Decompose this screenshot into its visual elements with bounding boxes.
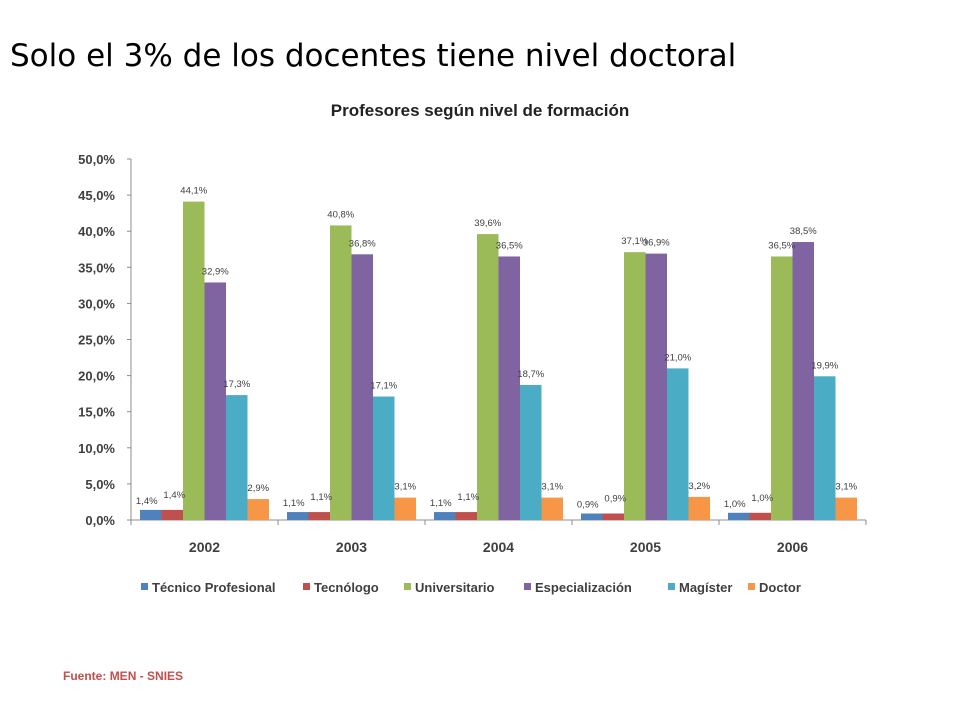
legend-swatch xyxy=(668,583,675,590)
data-label: 36,9% xyxy=(643,238,670,249)
x-tick-label: 2002 xyxy=(189,539,220,555)
bar xyxy=(814,376,836,520)
data-label: 1,4% xyxy=(163,490,185,501)
bar xyxy=(351,254,373,520)
x-tick-label: 2004 xyxy=(483,539,514,555)
data-label: 40,8% xyxy=(327,209,354,220)
legend-swatch xyxy=(524,583,531,590)
bar xyxy=(728,512,750,520)
chart-bars xyxy=(140,201,857,520)
data-label: 3,2% xyxy=(688,481,710,492)
legend-swatch xyxy=(141,583,148,590)
bar xyxy=(161,509,183,520)
data-label: 36,5% xyxy=(496,240,523,251)
data-label: 18,7% xyxy=(517,369,544,380)
data-label: 0,9% xyxy=(577,500,599,511)
data-label: 32,9% xyxy=(202,266,229,277)
data-label: 1,1% xyxy=(430,498,452,509)
data-label: 17,3% xyxy=(223,379,250,390)
bar xyxy=(434,512,456,520)
x-tick-label: 2005 xyxy=(630,539,661,555)
bar xyxy=(308,512,330,520)
bar xyxy=(140,509,162,520)
data-label: 19,9% xyxy=(811,360,838,371)
bar xyxy=(771,256,793,520)
data-label: 3,1% xyxy=(394,482,416,493)
bar xyxy=(520,384,542,520)
legend-label: Técnico Profesional xyxy=(152,580,276,595)
data-label: 44,1% xyxy=(180,186,207,197)
bar xyxy=(394,497,416,520)
legend-label: Tecnólogo xyxy=(314,580,379,595)
source-value: MEN - SNIES xyxy=(109,669,184,683)
data-label: 36,8% xyxy=(349,238,376,249)
legend-swatch xyxy=(748,583,755,590)
chart-axes: 0,0% 5,0% 10,0% 15,0% 20,0% 25,0% 30,0% 35,0% 40… xyxy=(78,152,867,555)
bar xyxy=(667,368,689,520)
legend-swatch xyxy=(303,583,310,590)
y-tick-label: 30,0% xyxy=(78,296,115,311)
y-tick-label: 45,0% xyxy=(78,188,115,203)
legend-swatch xyxy=(404,583,411,590)
bar xyxy=(688,496,710,520)
legend-label: Magíster xyxy=(679,580,732,595)
legend-label: Universitario xyxy=(415,580,495,595)
data-label: 1,4% xyxy=(136,496,158,507)
bar xyxy=(330,225,352,520)
source-note: Fuente: MEN - SNIES xyxy=(63,669,183,683)
data-label: 36,5% xyxy=(768,240,795,251)
data-label: 21,0% xyxy=(664,352,691,363)
bar xyxy=(581,513,603,520)
data-label: 39,6% xyxy=(474,218,501,229)
legend-label: Especialización xyxy=(535,580,632,595)
source-prefix: Fuente: xyxy=(63,669,107,683)
data-label: 17,1% xyxy=(370,381,397,392)
legend-label: Doctor xyxy=(759,580,801,595)
data-label: 1,1% xyxy=(310,492,332,503)
bar xyxy=(835,497,857,520)
data-label: 2,9% xyxy=(247,483,269,494)
x-tick-label: 2006 xyxy=(777,539,808,555)
data-label: 37,1% xyxy=(621,236,648,247)
data-label: 1,0% xyxy=(751,493,773,504)
chart-legend: Técnico Profesional Tecnólogo Universitari… xyxy=(141,580,801,595)
data-label: 1,1% xyxy=(457,492,479,503)
bar xyxy=(645,253,667,520)
bar xyxy=(226,395,248,520)
y-tick-label: 40,0% xyxy=(78,224,115,239)
bar xyxy=(602,513,624,520)
y-tick-label: 5,0% xyxy=(85,477,115,492)
y-tick-label: 25,0% xyxy=(78,333,115,348)
y-tick-label: 20,0% xyxy=(78,369,115,384)
data-label: 3,1% xyxy=(541,482,563,493)
bar xyxy=(541,497,563,520)
bar xyxy=(373,396,395,520)
data-label: 0,9% xyxy=(604,494,626,505)
slide-title: Solo el 3% de los docentes tiene nivel d… xyxy=(10,38,737,74)
bar xyxy=(749,512,771,520)
y-tick-label: 10,0% xyxy=(78,441,115,456)
bar xyxy=(792,242,814,520)
chart-title: Profesores según nivel de formación xyxy=(330,101,630,120)
data-label: 1,0% xyxy=(724,499,746,510)
bar xyxy=(498,256,520,520)
bar xyxy=(455,512,477,520)
bar xyxy=(183,201,205,520)
bar xyxy=(477,234,499,520)
chart-data-labels: 1,4% 1,1% 1,1% 0,9% 1,0% 1,4% 1,1% 1,1% 0,9% 1,0%… xyxy=(136,186,858,511)
y-tick-label: 0,0% xyxy=(85,513,115,528)
y-tick-label: 35,0% xyxy=(78,260,115,275)
bar xyxy=(624,252,646,520)
data-label: 38,5% xyxy=(790,226,817,237)
data-label: 3,1% xyxy=(835,482,857,493)
data-label: 1,1% xyxy=(283,498,305,509)
bar xyxy=(204,282,226,520)
y-tick-label: 15,0% xyxy=(78,405,115,420)
x-tick-label: 2003 xyxy=(336,539,367,555)
bar xyxy=(247,499,269,520)
bar xyxy=(287,512,309,520)
y-tick-label: 50,0% xyxy=(78,152,115,167)
